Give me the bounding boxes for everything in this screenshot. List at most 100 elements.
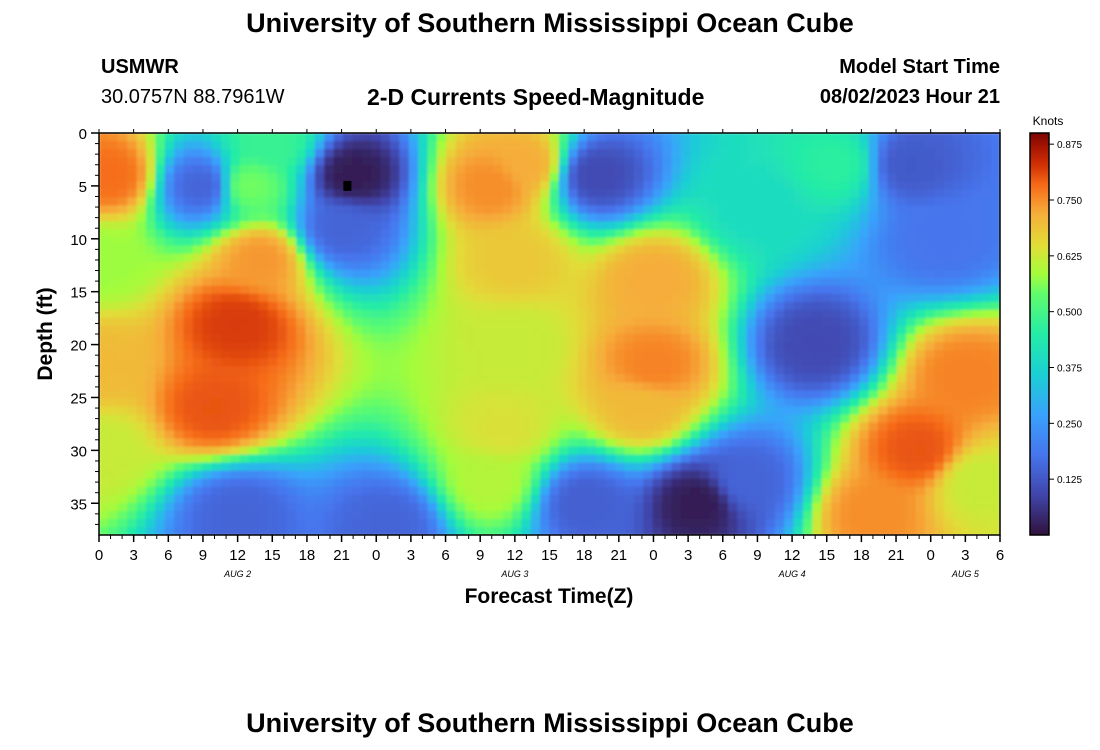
heatmap-cell	[943, 277, 954, 287]
heatmap-cell	[399, 277, 410, 287]
heatmap-cell	[211, 269, 222, 279]
heatmap-cell	[145, 157, 156, 166]
heatmap-cell	[521, 181, 532, 190]
heatmap-cell	[652, 358, 663, 367]
heatmap-cell	[502, 438, 513, 448]
heatmap-cell	[793, 165, 804, 174]
heatmap-cell	[558, 165, 569, 174]
heatmap-cell	[680, 486, 691, 496]
heatmap-cell	[605, 470, 616, 480]
heatmap-cell	[521, 334, 532, 343]
heatmap-cell	[793, 358, 804, 367]
heatmap-cell	[211, 157, 222, 166]
heatmap-cell	[183, 462, 194, 472]
heatmap-cell	[953, 358, 964, 367]
heatmap-cell	[511, 157, 522, 166]
heatmap-cell	[549, 414, 560, 424]
heatmap-cell	[371, 414, 382, 424]
heatmap-cell	[493, 430, 504, 440]
heatmap-cell	[389, 285, 400, 295]
heatmap-cell	[615, 510, 626, 520]
heatmap-cell	[183, 269, 194, 279]
heatmap-cell	[605, 422, 616, 432]
heatmap-cell	[821, 157, 832, 166]
heatmap-cell	[868, 221, 879, 231]
heatmap-cell	[530, 277, 541, 287]
heatmap-cell	[596, 462, 607, 472]
heatmap-cell	[906, 221, 917, 231]
heatmap-cell	[915, 205, 926, 214]
heatmap-cell	[718, 350, 729, 359]
heatmap-cell	[671, 133, 682, 142]
heatmap-cell	[108, 518, 119, 528]
heatmap-cell	[765, 173, 776, 182]
heatmap-cell	[230, 454, 241, 464]
heatmap-cell	[605, 181, 616, 190]
heatmap-cell	[99, 261, 109, 271]
heatmap-cell	[99, 374, 109, 383]
heatmap-cell	[896, 510, 907, 520]
heatmap-cell	[117, 149, 128, 158]
heatmap-cell	[399, 205, 410, 214]
heatmap-cell	[117, 518, 128, 528]
heatmap-cell	[605, 221, 616, 231]
heatmap-cell	[568, 253, 579, 263]
heatmap-cell	[371, 277, 382, 287]
heatmap-cell	[699, 317, 710, 327]
heatmap-cell	[530, 398, 541, 407]
heatmap-cell	[615, 390, 626, 399]
heatmap-cell	[568, 470, 579, 480]
heatmap-cell	[211, 422, 222, 432]
heatmap-cell	[896, 486, 907, 496]
heatmap-cell	[859, 133, 870, 142]
heatmap-cell	[643, 309, 654, 319]
heatmap-cell	[136, 213, 147, 223]
heatmap-cell	[108, 133, 119, 142]
heatmap-cell	[267, 261, 278, 271]
heatmap-cell	[164, 301, 175, 311]
heatmap-cell	[267, 277, 278, 287]
x-tick-label: 6	[996, 547, 1004, 564]
heatmap-cell	[821, 454, 832, 464]
heatmap-cell	[652, 502, 663, 512]
heatmap-cell	[192, 374, 203, 383]
heatmap-cell	[915, 317, 926, 327]
heatmap-cell	[943, 446, 954, 456]
heatmap-cell	[371, 406, 382, 415]
heatmap-cell	[821, 205, 832, 214]
heatmap-cell	[408, 342, 419, 351]
heatmap-cell	[662, 205, 673, 214]
heatmap-cell	[906, 269, 917, 279]
heatmap-cell	[474, 309, 485, 319]
heatmap-cell	[483, 454, 494, 464]
heatmap-cell	[221, 221, 231, 231]
heatmap-cell	[615, 454, 626, 464]
heatmap-cell	[568, 133, 579, 142]
heatmap-cell	[371, 309, 382, 319]
heatmap-cell	[990, 245, 1000, 255]
heatmap-cell	[99, 438, 109, 448]
heatmap-cell	[277, 518, 288, 528]
heatmap-cell	[765, 414, 776, 424]
heatmap-cell	[483, 269, 494, 279]
heatmap-cell	[615, 374, 626, 383]
heatmap-cell	[324, 414, 335, 424]
heatmap-field	[99, 133, 1000, 535]
heatmap-cell	[812, 205, 823, 214]
heatmap-cell	[483, 502, 494, 512]
heatmap-cell	[380, 438, 391, 448]
heatmap-cell	[727, 173, 738, 182]
heatmap-cell	[859, 309, 870, 319]
heatmap-cell	[690, 502, 701, 512]
heatmap-cell	[690, 269, 701, 279]
heatmap-cell	[399, 470, 410, 480]
heatmap-cell	[155, 342, 166, 351]
heatmap-cell	[802, 317, 813, 327]
heatmap-cell	[324, 454, 335, 464]
heatmap-cell	[699, 342, 710, 351]
heatmap-cell	[887, 213, 898, 223]
heatmap-cell	[502, 197, 513, 206]
heatmap-cell	[502, 486, 513, 496]
heatmap-cell	[633, 526, 644, 535]
x-tick-label: 15	[541, 547, 558, 564]
